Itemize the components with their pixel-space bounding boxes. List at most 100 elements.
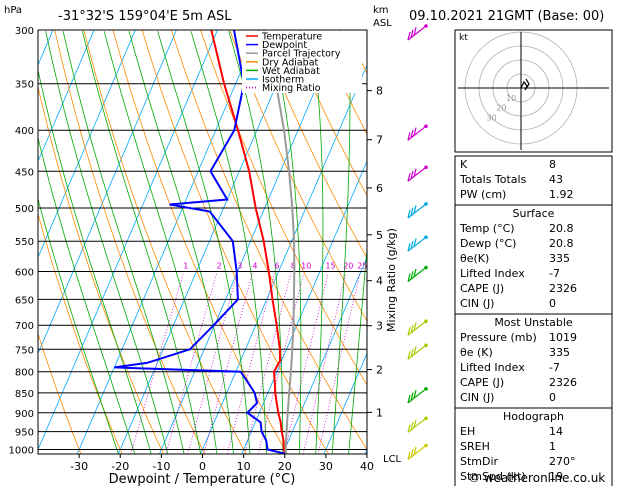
wind-barb — [407, 165, 428, 182]
hodograph-ring-label: 30 — [487, 113, 497, 122]
pressure-tick-label: 1000 — [9, 445, 34, 456]
dry-adiabat-line — [54, 30, 206, 454]
lcl-label: LCL — [383, 454, 402, 465]
parcel-trajectory-profile — [263, 30, 296, 454]
index-value: 8 — [549, 158, 556, 171]
wind-barb — [407, 416, 428, 433]
index-label: CAPE (J) — [460, 282, 504, 295]
hodograph-trace — [520, 78, 530, 91]
pressure-tick-label: 950 — [15, 428, 34, 439]
legend-label: Parcel Trajectory — [262, 49, 341, 60]
index-value: 335 — [549, 346, 570, 359]
dry-adiabat-line — [229, 30, 367, 322]
index-value: 0 — [549, 297, 556, 310]
indices-section-title: Most Unstable — [494, 316, 573, 329]
pressure-tick-label: 350 — [15, 80, 34, 91]
pressure-tick-label: 850 — [15, 389, 34, 400]
index-label: Lifted Index — [460, 267, 525, 280]
index-label: Dewp (°C) — [460, 237, 516, 250]
index-value: 2326 — [549, 282, 577, 295]
x-tick-label: 40 — [360, 460, 374, 473]
wind-barb — [407, 387, 428, 404]
km-tick-label: 5 — [376, 229, 383, 242]
index-label: θe(K) — [460, 252, 489, 265]
pressure-isobars — [38, 29, 367, 450]
isotherm-line — [38, 30, 95, 163]
km-tick-label: 7 — [376, 134, 383, 147]
index-value: 2326 — [549, 376, 577, 389]
legend-label: Wet Adiabat — [262, 66, 320, 77]
mixing-ratio-line — [187, 273, 238, 454]
indices-box — [454, 313, 613, 409]
dry-adiabat-line — [112, 30, 288, 454]
pressure-tick-label: 650 — [15, 295, 34, 306]
index-label: Temp (°C) — [459, 222, 515, 235]
wet-adiabat-line — [348, 243, 367, 454]
index-label: StmSpd (kt) — [460, 470, 526, 483]
index-label: Lifted Index — [460, 361, 525, 374]
wet-adiabat-line — [82, 31, 201, 454]
wet-adiabat-line — [157, 31, 251, 454]
isotherm-line — [38, 30, 136, 259]
legend-label: Dewpoint — [262, 40, 307, 51]
km-unit-label: km — [373, 5, 389, 16]
pressure-tick-label: 700 — [15, 321, 34, 332]
mixing-ratio-line — [302, 273, 347, 454]
mixing-ratio-label: 2 — [217, 262, 222, 271]
index-value: 20.8 — [549, 237, 574, 250]
km-tick-label: 8 — [376, 85, 383, 98]
wind-barb — [407, 124, 428, 141]
temperature-axis: -30 -20 -10 0 10 20 30 40 — [70, 454, 374, 473]
wind-barb — [407, 24, 428, 41]
index-value: 270° — [549, 455, 576, 468]
mixing-ratio-line — [165, 273, 218, 454]
wind-barb — [407, 343, 428, 360]
hodograph-unit-label: kt — [459, 33, 468, 43]
index-label: K — [460, 158, 468, 171]
wet-adiabat-line — [38, 68, 152, 454]
index-value: 335 — [549, 252, 570, 265]
index-value: -7 — [549, 267, 560, 280]
isotherm-line — [38, 30, 218, 451]
dry-adiabat-line — [38, 332, 82, 454]
pressure-tick-label: 800 — [15, 368, 34, 379]
index-label: CIN (J) — [460, 297, 494, 310]
pressure-axis: 300 350 400 450 500 550 600 650 700 750 800 850 900 9… — [9, 26, 34, 456]
indices-box — [454, 407, 613, 486]
pressure-tick-label: 600 — [15, 268, 34, 279]
index-value: 0 — [549, 391, 556, 404]
legend-label: Isotherm — [262, 75, 304, 86]
dry-adiabat-line — [287, 30, 367, 197]
wet-adiabat-line — [311, 31, 324, 454]
wind-barb — [407, 265, 428, 282]
mixing-ratio-label: 20 — [343, 262, 353, 271]
mixing-ratio-label: 3 — [237, 262, 242, 271]
index-value: 14 — [549, 425, 563, 438]
index-label: θe (K) — [460, 346, 493, 359]
pressure-tick-label: 400 — [15, 126, 34, 137]
isotherm-line — [241, 160, 367, 454]
wet-adiabat-line — [45, 31, 169, 454]
isotherm-line — [38, 30, 177, 355]
mixing-ratio-line — [226, 273, 275, 454]
pressure-tick-label: 500 — [15, 204, 34, 215]
copyright-text: © weatheronline.co.uk — [468, 471, 605, 485]
index-value: 43 — [549, 173, 563, 186]
pressure-tick-label: 450 — [15, 167, 34, 178]
wind-barbs — [407, 24, 428, 460]
wind-barb — [407, 235, 428, 252]
x-tick-label: 30 — [319, 460, 333, 473]
mixing-ratio-line — [244, 273, 292, 454]
pressure-tick-label: 750 — [15, 345, 34, 356]
hodograph-ring-label: 10 — [506, 94, 516, 103]
km-tick-label: 3 — [376, 320, 383, 333]
mixing-ratio-label: 6 — [274, 262, 279, 271]
legend-label: Temperature — [261, 32, 322, 43]
mixing-ratio-axis-label: Mixing Ratio (g/kg) — [385, 228, 398, 332]
wind-barb — [407, 319, 428, 336]
wet-adiabat-line — [103, 31, 218, 454]
index-label: StmDir — [460, 455, 499, 468]
km-tick-label: 1 — [376, 406, 383, 419]
index-label: CAPE (J) — [460, 376, 504, 389]
